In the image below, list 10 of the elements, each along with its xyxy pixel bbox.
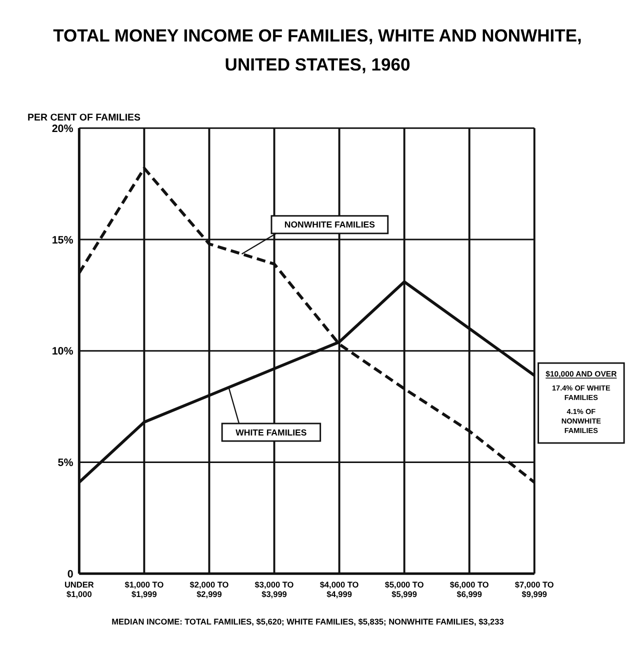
text: $10,000 AND OVER xyxy=(546,370,618,379)
chart-title: TOTAL MONEY INCOME OF FAMILIES, WHITE AND NONWHITE, UNITED STATES, 1960 xyxy=(53,25,582,75)
y-tick-label: 5% xyxy=(58,457,74,470)
text: NONWHITE FAMILIES xyxy=(284,220,376,230)
y-tick-label: 15% xyxy=(52,234,74,246)
y-tick-label: 0 xyxy=(67,568,74,580)
y-tick-label: 20% xyxy=(52,122,74,135)
text: WHITE FAMILIES xyxy=(236,427,307,438)
y-tick-label: 10% xyxy=(52,346,74,358)
y-axis-title: PER CENT OF FAMILIES xyxy=(27,112,142,124)
